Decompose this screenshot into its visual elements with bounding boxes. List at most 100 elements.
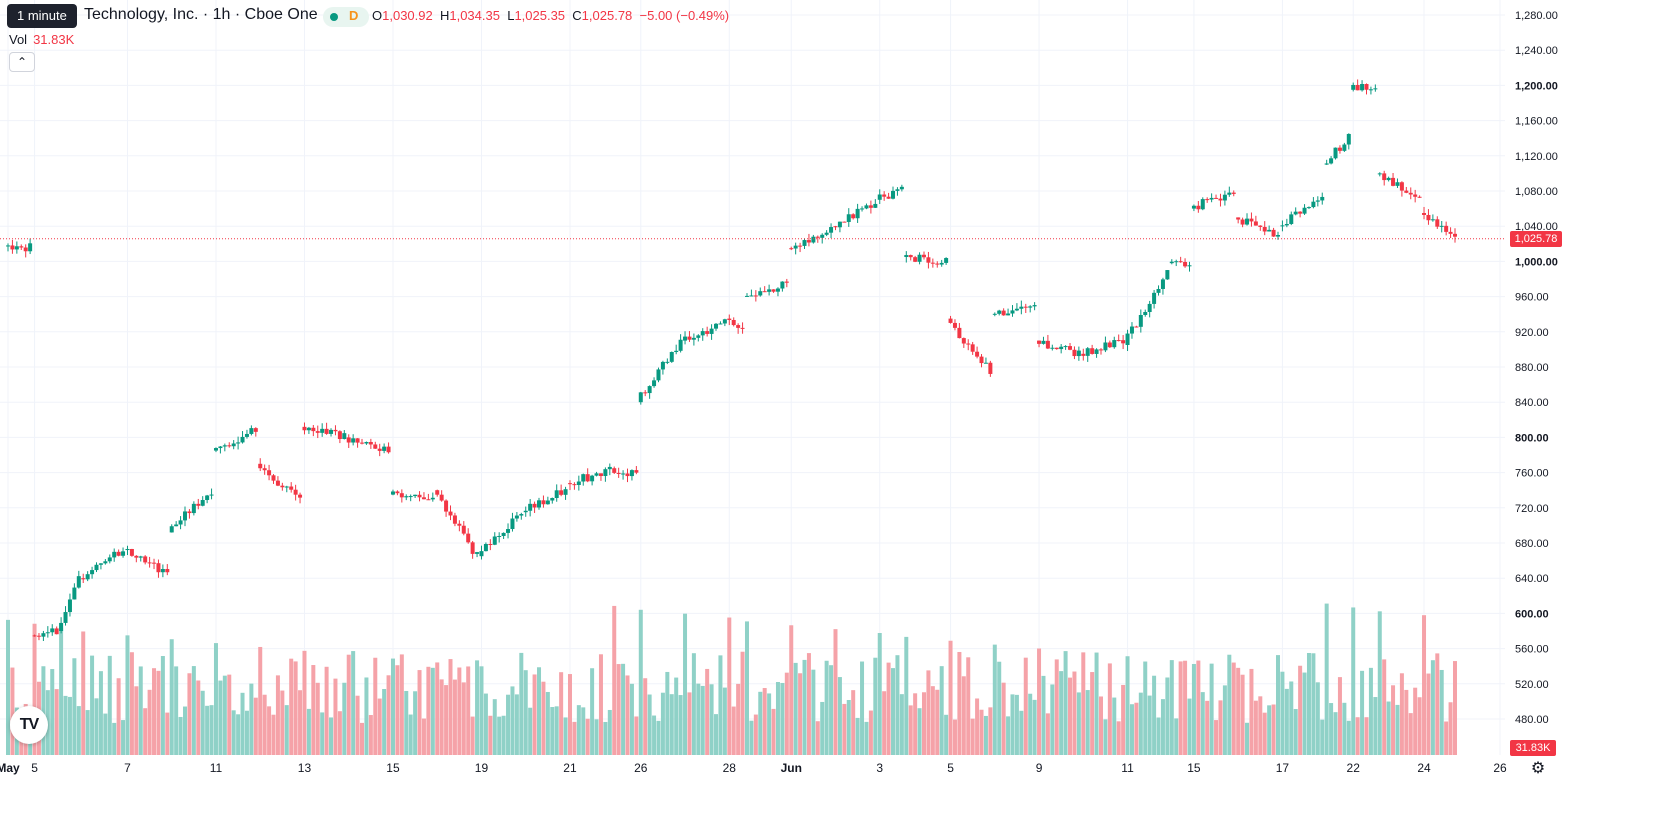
time-tick-label: 22: [1347, 761, 1361, 775]
candle-body: [444, 500, 449, 512]
volume-bar: [510, 686, 515, 755]
candle-body: [660, 361, 665, 370]
volume-bar: [1267, 705, 1272, 755]
candle-body: [1196, 205, 1201, 210]
candle-body: [992, 313, 997, 315]
candle-body: [647, 386, 652, 394]
volume-bar: [1227, 654, 1232, 755]
candle-body: [501, 532, 506, 536]
candle-body: [395, 491, 400, 494]
candle-body: [298, 494, 303, 498]
volume-bar: [324, 666, 329, 755]
candle-body: [1112, 340, 1117, 348]
volume-bar: [1209, 663, 1214, 755]
volume-bar: [1386, 701, 1391, 755]
volume-bar: [121, 720, 126, 755]
volume-bar: [1041, 675, 1046, 755]
candle-body: [1147, 303, 1152, 312]
volume-bar: [271, 714, 276, 755]
volume-bar: [789, 625, 794, 755]
volume-bar: [1081, 652, 1086, 755]
candle-body: [550, 498, 555, 501]
price-tick-label: 480.00: [1515, 714, 1549, 726]
volume-bar: [532, 674, 537, 755]
candle-body: [744, 295, 749, 297]
candle-body: [98, 563, 103, 565]
candle-body: [762, 291, 767, 293]
volume-bar: [855, 717, 860, 755]
candle-body: [572, 484, 577, 486]
candle-body: [1169, 261, 1174, 264]
volume-bar: [10, 667, 15, 755]
candle-body: [1258, 225, 1263, 227]
volume-bar: [1125, 656, 1130, 755]
market-status-badge[interactable]: D: [323, 7, 369, 27]
volume-bar: [342, 682, 347, 755]
volume-bar: [979, 709, 984, 755]
candle-body: [483, 544, 488, 552]
price-tick-label: 840.00: [1515, 397, 1549, 409]
volume-bar: [714, 714, 719, 755]
candle-body: [382, 446, 387, 451]
volume-bar: [1364, 717, 1369, 755]
volume-bar: [860, 661, 865, 755]
candle-body: [306, 427, 311, 431]
time-tick-label: 26: [1493, 761, 1507, 775]
volume-bar: [882, 691, 887, 755]
volume-bar: [621, 663, 626, 755]
settings-gear-icon[interactable]: ⚙: [1530, 760, 1546, 777]
candle-body: [612, 468, 617, 473]
candle-body: [939, 262, 944, 265]
candle-body: [28, 243, 33, 252]
volume-bar: [1037, 648, 1042, 755]
price-tick-label: 640.00: [1515, 573, 1549, 585]
candle-body: [784, 281, 789, 283]
volume-bar: [952, 719, 957, 755]
volume-bar: [939, 666, 944, 755]
volume-bar: [895, 655, 900, 755]
volume-bar: [156, 670, 161, 755]
candle-body: [1280, 225, 1285, 227]
candle-body: [1200, 199, 1205, 210]
candle-body: [1187, 265, 1192, 267]
time-tick-label: 3: [876, 761, 883, 775]
volume-bar: [1068, 677, 1073, 755]
price-tick-label: 1,240.00: [1515, 45, 1558, 57]
candle-body: [603, 469, 608, 477]
volume-bar: [501, 715, 506, 755]
volume-legend[interactable]: Vol 31.83K: [9, 32, 74, 47]
volume-bar: [377, 698, 382, 755]
symbol-title[interactable]: Technology, Inc. · 1h · Cboe One: [84, 6, 318, 23]
change-value: −5.00 (−0.49%): [639, 8, 730, 23]
volume-bar: [581, 707, 586, 755]
volume-bar: [1293, 709, 1298, 755]
candle-body: [249, 428, 254, 434]
volume-bar: [452, 679, 457, 755]
volume-bar: [1222, 685, 1227, 755]
volume-bar: [1351, 607, 1356, 755]
candle-body: [103, 561, 108, 564]
volume-bar: [213, 643, 218, 755]
candle-body: [988, 362, 993, 374]
candle-body: [1152, 292, 1157, 304]
collapse-legend-button[interactable]: ⌃: [9, 52, 35, 72]
candle-body: [860, 208, 865, 210]
candle-body: [1439, 225, 1444, 227]
candle-body: [1081, 353, 1086, 356]
volume-bar: [244, 710, 249, 755]
candlesticks: [6, 79, 1457, 641]
volume-bar: [196, 680, 201, 755]
volume-bar: [320, 712, 325, 755]
volume-bar: [744, 621, 749, 755]
candle-body: [621, 473, 626, 475]
candle-body: [324, 428, 329, 434]
candle-body: [1068, 346, 1073, 350]
volume-bar: [749, 720, 754, 755]
tradingview-logo[interactable]: TV: [10, 706, 48, 744]
candle-body: [1413, 194, 1418, 197]
price-tick-label: 680.00: [1515, 538, 1549, 550]
volume-bar: [267, 706, 272, 755]
volume-bar: [983, 715, 988, 755]
candle-body: [1010, 310, 1015, 314]
